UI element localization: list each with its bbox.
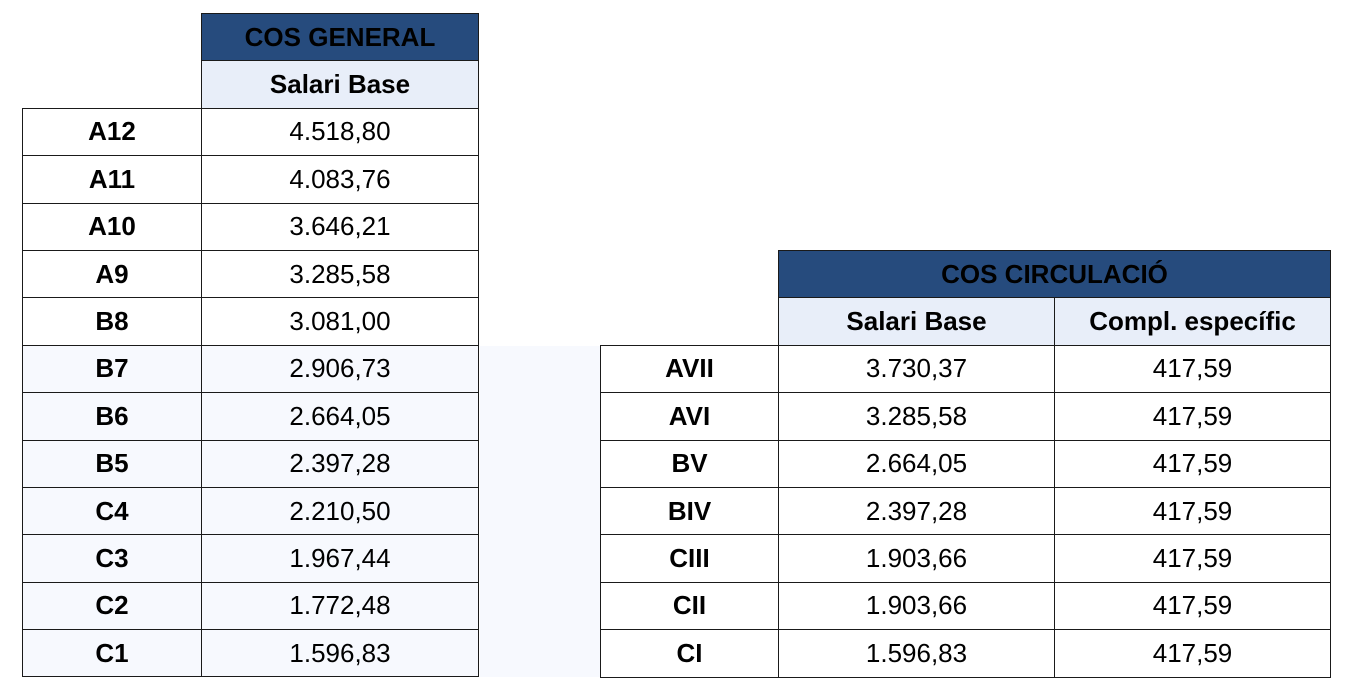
- grade-label: A11: [22, 155, 202, 204]
- salari-value: 1.772,48: [201, 581, 479, 631]
- table-row: B5 2.397,28: [22, 439, 479, 488]
- table-row: B6 2.664,05: [22, 392, 479, 441]
- grade-label: BV: [600, 439, 779, 488]
- salari-value: 3.081,00: [201, 297, 479, 346]
- grade-label: CII: [600, 581, 779, 631]
- table-row: CIII 1.903,66 417,59: [600, 534, 1331, 583]
- salari-value: 3.646,21: [201, 202, 479, 251]
- table-row: CI 1.596,83 417,59: [600, 629, 1331, 678]
- cos-general-salari-header: Salari Base: [201, 60, 479, 109]
- table-row: C2 1.772,48: [22, 581, 479, 631]
- table-row: AVII 3.730,37 417,59: [600, 344, 1331, 394]
- table-row: C1 1.596,83: [22, 629, 479, 678]
- grade-label: B8: [22, 297, 202, 346]
- salari-value: 2.664,05: [778, 439, 1055, 488]
- cos-circulacio-table: COS CIRCULACIÓ Salari Base Compl. especí…: [600, 249, 1331, 678]
- salari-value: 3.730,37: [778, 344, 1055, 394]
- table-row: BV 2.664,05 417,59: [600, 439, 1331, 488]
- grade-label: C3: [22, 534, 202, 583]
- table-row: A11 4.083,76: [22, 155, 479, 204]
- salari-value: 1.903,66: [778, 534, 1055, 583]
- compl-value: 417,59: [1054, 629, 1331, 678]
- salari-value: 1.903,66: [778, 581, 1055, 631]
- salari-value: 2.397,28: [201, 439, 479, 488]
- compl-value: 417,59: [1054, 486, 1331, 536]
- grade-label: AVII: [600, 344, 779, 394]
- grade-label: C1: [22, 629, 202, 678]
- grade-label: CI: [600, 629, 779, 678]
- grade-label: CIII: [600, 534, 779, 583]
- grade-label: A10: [22, 202, 202, 251]
- grade-label: C2: [22, 581, 202, 631]
- table-row: B7 2.906,73: [22, 344, 479, 394]
- grade-label: C4: [22, 486, 202, 536]
- salari-value: 1.967,44: [201, 534, 479, 583]
- compl-value: 417,59: [1054, 344, 1331, 394]
- cos-general-title: COS GENERAL: [201, 12, 479, 62]
- grade-label: B5: [22, 439, 202, 488]
- table-row: C3 1.967,44: [22, 534, 479, 583]
- table-row: C4 2.210,50: [22, 486, 479, 536]
- grade-label: BIV: [600, 486, 779, 536]
- table-row: A9 3.285,58: [22, 249, 479, 299]
- grade-label: B6: [22, 392, 202, 441]
- salari-value: 3.285,58: [201, 249, 479, 299]
- table-row: CII 1.903,66 417,59: [600, 581, 1331, 631]
- cos-circulacio-salari-header: Salari Base: [778, 297, 1055, 346]
- salari-value: 2.906,73: [201, 344, 479, 394]
- grade-label: B7: [22, 344, 202, 394]
- cos-circulacio-title: COS CIRCULACIÓ: [778, 249, 1331, 299]
- cos-general-table: COS GENERAL Salari Base A12 4.518,80 A11…: [22, 12, 479, 678]
- grade-label: A12: [22, 107, 202, 157]
- table-row: A10 3.646,21: [22, 202, 479, 251]
- grade-label: AVI: [600, 392, 779, 441]
- compl-value: 417,59: [1054, 439, 1331, 488]
- table-row: AVI 3.285,58 417,59: [600, 392, 1331, 441]
- table-row: A12 4.518,80: [22, 107, 479, 157]
- salari-value: 2.664,05: [201, 392, 479, 441]
- compl-value: 417,59: [1054, 534, 1331, 583]
- salari-value: 1.596,83: [201, 629, 479, 678]
- table-row: BIV 2.397,28 417,59: [600, 486, 1331, 536]
- table-row: B8 3.081,00: [22, 297, 479, 346]
- salari-value: 2.210,50: [201, 486, 479, 536]
- salari-value: 3.285,58: [778, 392, 1055, 441]
- salari-value: 1.596,83: [778, 629, 1055, 678]
- salari-value: 2.397,28: [778, 486, 1055, 536]
- cos-circulacio-compl-header: Compl. específic: [1054, 297, 1331, 346]
- salari-value: 4.083,76: [201, 155, 479, 204]
- compl-value: 417,59: [1054, 392, 1331, 441]
- compl-value: 417,59: [1054, 581, 1331, 631]
- salari-value: 4.518,80: [201, 107, 479, 157]
- shaded-band: [480, 346, 600, 677]
- grade-label: A9: [22, 249, 202, 299]
